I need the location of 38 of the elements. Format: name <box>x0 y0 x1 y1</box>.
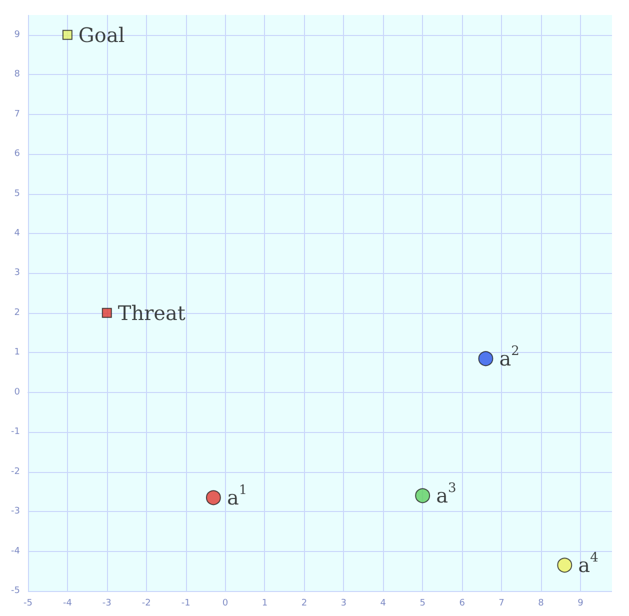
x-tick-label: 7 <box>498 598 504 608</box>
x-tick-label: 6 <box>459 598 466 608</box>
x-tick-label: 9 <box>578 598 584 608</box>
y-tick-label: 3 <box>14 268 20 278</box>
x-tick-label: 1 <box>262 598 268 608</box>
x-tick-label: 3 <box>340 598 347 608</box>
y-tick-label: 5 <box>14 188 20 199</box>
y-tick-label: -3 <box>10 506 20 517</box>
y-tick-label: 6 <box>14 149 20 160</box>
point <box>415 488 430 504</box>
x-tick-label: 2 <box>301 598 308 608</box>
point <box>557 558 572 573</box>
y-tick-label: 7 <box>14 109 20 120</box>
point <box>206 490 221 506</box>
point <box>478 351 494 366</box>
y-tick-label: 2 <box>14 308 20 318</box>
y-tick-label: 4 <box>14 228 20 238</box>
y-tick-label: 1 <box>14 348 20 358</box>
x-tick-label: -1 <box>181 598 190 608</box>
y-tick-label: -1 <box>10 427 20 438</box>
series-label: Goal <box>78 22 125 47</box>
x-tick-label: -4 <box>62 598 72 608</box>
x-tick-label: 0 <box>222 598 228 608</box>
point <box>62 30 72 40</box>
y-tick-label: -4 <box>10 546 20 556</box>
series-label: Threat <box>118 300 186 325</box>
point <box>102 308 112 318</box>
x-tick-label: -5 <box>23 598 32 608</box>
x-tick-label: -2 <box>142 598 151 608</box>
x-tick-label: 5 <box>420 598 426 608</box>
y-tick-label: 8 <box>14 70 20 80</box>
y-tick-label: -5 <box>10 586 20 596</box>
x-tick-label: 4 <box>380 598 386 608</box>
y-tick-label: -2 <box>10 466 20 477</box>
y-tick-label: 9 <box>14 30 20 40</box>
x-tick-label: 8 <box>538 598 544 608</box>
x-tick-label: -3 <box>102 598 112 608</box>
y-tick-label: 0 <box>14 387 20 398</box>
